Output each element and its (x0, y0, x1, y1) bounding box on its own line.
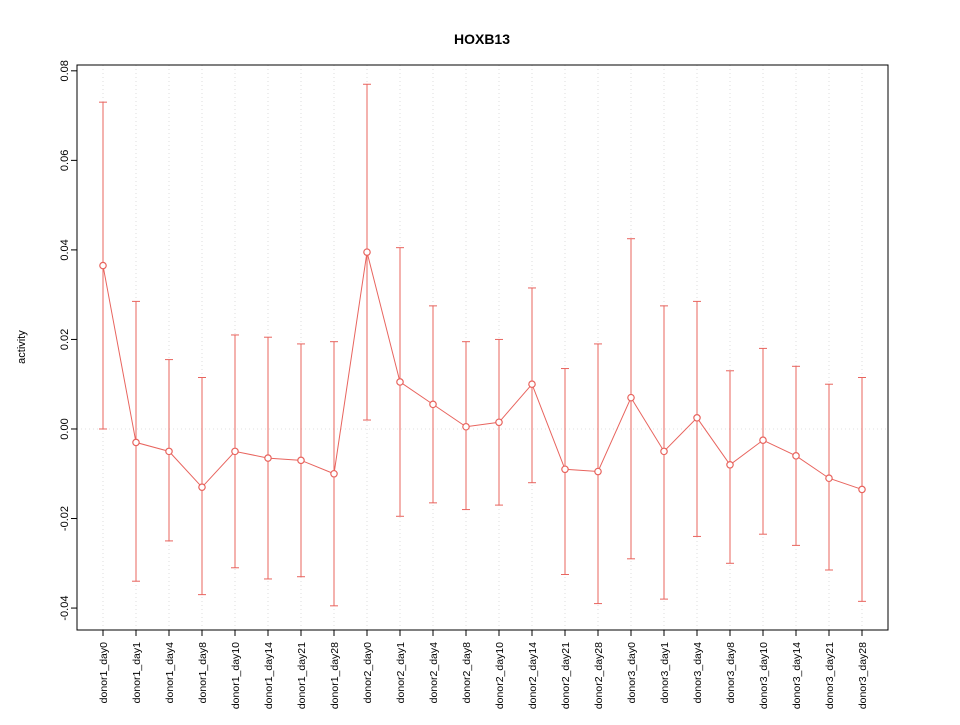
x-tick-label: donor2_day21 (560, 642, 572, 709)
data-point (462, 422, 470, 431)
x-tick-label: donor2_day28 (593, 642, 605, 709)
chart-title: HOXB13 (454, 31, 510, 47)
y-tick-label: 0.08 (59, 60, 71, 81)
data-point (429, 400, 437, 409)
data-point (825, 474, 833, 483)
x-tick-label: donor3_day14 (791, 642, 803, 709)
y-tick-label: -0.02 (59, 506, 71, 531)
data-point (330, 469, 338, 478)
x-tick-label: donor2_day4 (428, 642, 440, 703)
x-tick-label: donor1_day28 (329, 642, 341, 709)
x-tick-label: donor1_day1 (131, 642, 143, 703)
data-point (792, 452, 800, 460)
x-tick-label: donor2_day14 (527, 642, 539, 709)
x-tick-label: donor3_day4 (692, 642, 704, 703)
data-point (726, 460, 734, 469)
data-point (660, 447, 668, 456)
data-point (594, 467, 602, 476)
data-point (198, 483, 206, 491)
x-tick-label: donor3_day28 (857, 642, 869, 709)
y-tick-label: 0.00 (59, 418, 71, 439)
x-tick-label: donor3_day10 (758, 642, 770, 709)
y-tick-label: 0.04 (59, 239, 71, 260)
y-tick-label: -0.04 (59, 596, 71, 621)
y-axis-title: activity (16, 330, 28, 364)
plot-layer: -0.04 -0.02 0.00 0.02 0.04 0.06 0.08 donor1_day… (59, 60, 889, 709)
x-tick-label: donor1_day10 (230, 642, 242, 709)
y-tick-label: 0.06 (59, 150, 71, 171)
x-tick-label: donor1_day0 (98, 642, 110, 703)
x-tick-label: donor1_day8 (197, 642, 209, 703)
data-point (693, 413, 701, 422)
x-tick-label: donor3_day8 (725, 642, 737, 703)
y-tick-label: 0.02 (59, 329, 71, 350)
data-point (99, 261, 107, 270)
data-point (528, 380, 536, 389)
data-point (165, 447, 173, 456)
data-point (858, 485, 866, 494)
data-point (363, 248, 371, 256)
x-tick-label: donor1_day14 (263, 642, 275, 709)
data-point (132, 438, 140, 447)
data-point (627, 393, 635, 402)
data-point (561, 465, 569, 474)
data-point (759, 436, 767, 444)
x-tick-label: donor2_day1 (395, 642, 407, 703)
data-point (264, 454, 272, 462)
x-tick-label: donor2_day8 (461, 642, 473, 703)
x-tick-label: donor3_day21 (824, 642, 836, 709)
x-tick-label: donor1_day4 (164, 642, 176, 703)
x-tick-label: donor2_day0 (362, 642, 374, 703)
x-tick-label: donor3_day0 (626, 642, 638, 703)
x-tick-label: donor2_day10 (494, 642, 506, 709)
data-point (495, 418, 503, 427)
data-point (297, 456, 305, 465)
series-line (102, 252, 863, 490)
x-tick-label: donor3_day1 (659, 642, 671, 703)
x-tick-label: donor1_day21 (296, 642, 308, 709)
data-point (396, 378, 404, 386)
data-point (231, 447, 239, 456)
plot-box (76, 64, 889, 631)
